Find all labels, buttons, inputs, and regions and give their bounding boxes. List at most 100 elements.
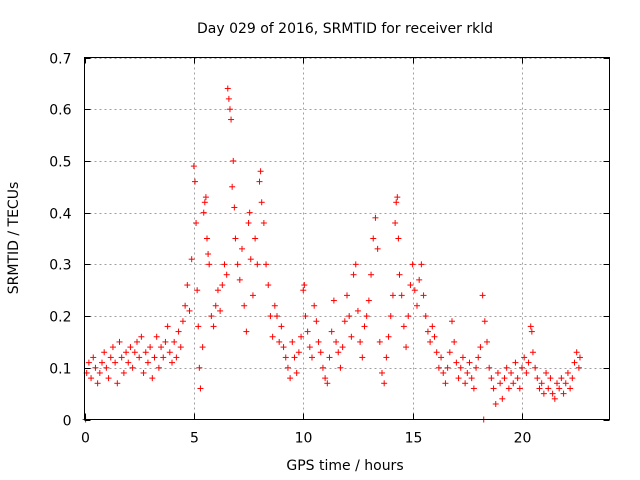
data-point	[302, 313, 309, 320]
data-point	[271, 302, 278, 309]
data-point	[466, 359, 473, 366]
data-point	[554, 380, 560, 387]
data-point	[263, 261, 270, 268]
data-point	[459, 354, 466, 361]
data-point	[536, 385, 543, 392]
data-point	[147, 344, 154, 351]
data-point	[361, 323, 368, 330]
data-point	[138, 333, 145, 340]
data-point	[508, 369, 515, 376]
data-point	[257, 168, 264, 175]
data-point	[105, 375, 112, 382]
data-point	[306, 344, 313, 351]
data-point	[177, 344, 184, 351]
data-point	[134, 338, 140, 345]
data-point	[409, 261, 416, 268]
data-point	[260, 219, 267, 226]
data-point	[232, 235, 239, 242]
data-point	[101, 349, 108, 356]
data-point	[182, 302, 189, 309]
data-point	[427, 338, 434, 345]
x-tick-label: 10	[295, 431, 313, 447]
data-point	[293, 369, 300, 376]
data-point	[575, 364, 582, 371]
data-point	[354, 307, 361, 314]
data-point	[88, 375, 95, 382]
data-point	[202, 194, 209, 201]
data-point	[276, 338, 283, 345]
data-point	[344, 292, 350, 299]
data-point	[127, 344, 134, 351]
data-point	[446, 349, 453, 356]
data-points	[82, 85, 583, 423]
data-point	[155, 364, 162, 371]
data-point	[107, 354, 114, 361]
data-point	[567, 385, 574, 392]
data-point	[363, 313, 370, 320]
data-point	[516, 385, 523, 392]
data-point	[254, 261, 261, 268]
data-point	[158, 344, 165, 351]
data-point	[214, 287, 221, 294]
data-point	[116, 338, 123, 345]
data-point	[403, 344, 410, 351]
data-point	[398, 292, 405, 299]
x-tick-label: 15	[405, 431, 423, 447]
data-point	[164, 323, 171, 330]
data-point	[140, 369, 147, 376]
data-point	[322, 375, 329, 382]
data-point	[545, 385, 552, 392]
data-point	[125, 359, 132, 366]
data-point	[477, 344, 484, 351]
data-point	[204, 235, 210, 242]
data-point	[490, 385, 497, 392]
data-point	[315, 338, 322, 345]
data-point	[175, 328, 182, 335]
data-point	[418, 261, 425, 268]
data-point	[431, 333, 438, 340]
data-point	[529, 349, 536, 356]
data-point	[200, 209, 207, 216]
data-point	[422, 313, 429, 320]
data-point	[300, 287, 307, 294]
data-point	[394, 194, 401, 201]
data-point	[231, 204, 238, 211]
y-tick-label: 0.1	[49, 362, 71, 378]
data-point	[538, 380, 545, 387]
data-point	[179, 318, 186, 325]
data-point	[267, 313, 274, 320]
data-point	[195, 323, 202, 330]
data-point	[368, 271, 375, 278]
data-point	[564, 369, 571, 376]
data-point	[199, 344, 206, 351]
data-point	[324, 380, 331, 387]
data-point	[514, 375, 521, 382]
y-axis-label: SRMTID / TECUs	[6, 182, 22, 295]
data-point	[326, 354, 333, 361]
data-point	[357, 338, 364, 345]
data-point	[129, 364, 136, 371]
data-point	[149, 375, 156, 382]
data-point	[527, 323, 534, 330]
data-point	[453, 359, 460, 366]
data-point	[269, 333, 276, 340]
data-point	[166, 349, 173, 356]
data-point	[547, 375, 554, 382]
data-point	[194, 287, 201, 294]
data-point	[142, 349, 149, 356]
data-point	[473, 364, 480, 371]
data-point	[241, 302, 248, 309]
data-point	[160, 354, 167, 361]
x-tick-label: 0	[81, 431, 90, 447]
data-point	[337, 364, 344, 371]
data-point	[197, 385, 204, 392]
data-point	[470, 385, 477, 392]
data-point	[352, 261, 359, 268]
data-point	[311, 302, 318, 309]
data-point	[376, 338, 383, 345]
data-point	[313, 318, 320, 325]
data-point	[144, 359, 151, 366]
data-point	[280, 344, 287, 351]
data-point	[521, 354, 528, 361]
data-point	[519, 364, 525, 371]
